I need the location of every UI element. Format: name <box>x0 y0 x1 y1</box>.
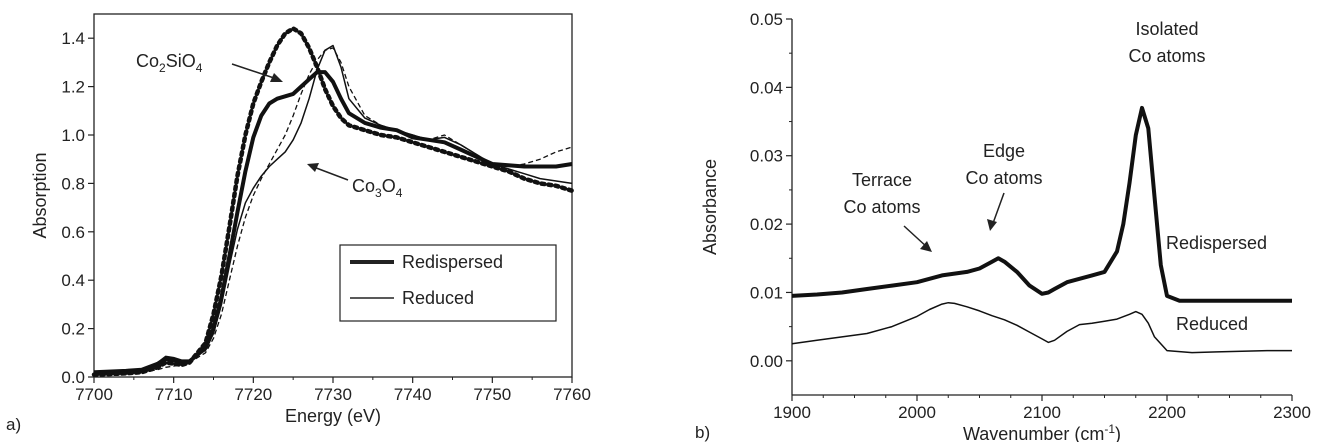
legend-label-redispersed: Redispersed <box>402 252 503 272</box>
x-tick-label: 7730 <box>314 385 352 404</box>
y-tick-label: 0.00 <box>750 352 783 371</box>
y-tick-label: 0.01 <box>750 283 783 302</box>
y-tick-label: 0.05 <box>750 10 783 29</box>
x-tick-label: 7710 <box>155 385 193 404</box>
annotation-reduced: Reduced <box>1176 314 1248 334</box>
y-tick-label: 0.8 <box>61 174 85 193</box>
arrow-co3o4 <box>310 165 349 181</box>
series-line-co3o4 <box>93 47 573 376</box>
annotation-redispersed: Redispersed <box>1166 233 1267 253</box>
arrow-head-co3o4 <box>307 163 319 172</box>
panel-a-ticks: 7700 7710 7720 7730 7740 7750 7760 0.0 0.2 0.4 0.6… <box>61 29 591 404</box>
y-tick-label: 0.02 <box>750 215 783 234</box>
series-line-reduced <box>791 301 1292 354</box>
annotation-terrace-line1: Terrace <box>852 170 912 190</box>
x-tick-label: 7700 <box>75 385 113 404</box>
arrow-edge <box>991 192 1005 227</box>
x-tick-label: 7720 <box>234 385 272 404</box>
panel-a-y-axis-label: Absorption <box>30 152 50 238</box>
panel-a-legend: Redispersed Reduced <box>339 244 557 322</box>
x-tick-label: 2300 <box>1273 403 1311 422</box>
series-line-reduced <box>93 44 573 373</box>
x-tick-label: 1900 <box>773 403 811 422</box>
arrow-head-edge <box>987 219 997 231</box>
annotation-isolated-line1: Isolated <box>1135 19 1198 39</box>
panel-b-series-group <box>791 105 1292 354</box>
arrow-head-co2sio4 <box>270 73 283 82</box>
y-tick-label: 1.2 <box>61 78 85 97</box>
legend-box <box>339 244 557 322</box>
series-line-co2sio4 <box>91 26 575 377</box>
y-tick-label: 0.2 <box>61 320 85 339</box>
y-tick-label: 0.0 <box>61 368 85 387</box>
panel-a-x-axis-label: Energy (eV) <box>285 406 381 426</box>
y-tick-label: 0.03 <box>750 147 783 166</box>
arrow-head-terrace <box>920 241 932 252</box>
panel-a-tag: a) <box>6 415 21 434</box>
annotation-terrace-line2: Co atoms <box>843 197 920 217</box>
panel-b-tag: b) <box>695 423 710 442</box>
x-tick-label: 7750 <box>473 385 511 404</box>
panel-b-x-axis-label: Wavenumber (cm-1) <box>963 422 1121 442</box>
y-tick-label: 1.0 <box>61 126 85 145</box>
arrow-co2sio4 <box>231 63 281 81</box>
legend-label-reduced: Reduced <box>402 288 474 308</box>
panel-b-y-axis-label: Absorbance <box>700 159 720 255</box>
panel-a-series-group <box>91 26 575 377</box>
y-tick-label: 1.4 <box>61 29 85 48</box>
x-tick-label: 2200 <box>1148 403 1186 422</box>
series-line-redispersed <box>791 105 1292 303</box>
annotation-edge-line2: Co atoms <box>965 168 1042 188</box>
annotation-isolated-line2: Co atoms <box>1128 46 1205 66</box>
y-tick-label: 0.04 <box>750 78 783 97</box>
annotation-edge-line1: Edge <box>983 141 1025 161</box>
panel-a: 7700 7710 7720 7730 7740 7750 7760 0.0 0.2 0.4 0.6… <box>6 13 591 434</box>
annotation-co3o4: Co3O4 <box>352 176 403 200</box>
arrow-terrace <box>903 225 929 249</box>
x-tick-label: 2000 <box>898 403 936 422</box>
panel-b: 1900 2000 2100 2200 2300 0.00 0.01 0.02 0.03 0.04… <box>695 10 1311 442</box>
x-tick-label: 7740 <box>394 385 432 404</box>
y-tick-label: 0.4 <box>61 271 85 290</box>
y-tick-label: 0.6 <box>61 223 85 242</box>
x-tick-label: 2100 <box>1023 403 1061 422</box>
x-tick-label: 7760 <box>553 385 591 404</box>
panel-b-ticks: 1900 2000 2100 2200 2300 0.00 0.01 0.02 0.03 0.04… <box>750 10 1311 422</box>
annotation-co2sio4: Co2SiO4 <box>136 51 203 75</box>
series-line-redispersed <box>93 70 573 375</box>
